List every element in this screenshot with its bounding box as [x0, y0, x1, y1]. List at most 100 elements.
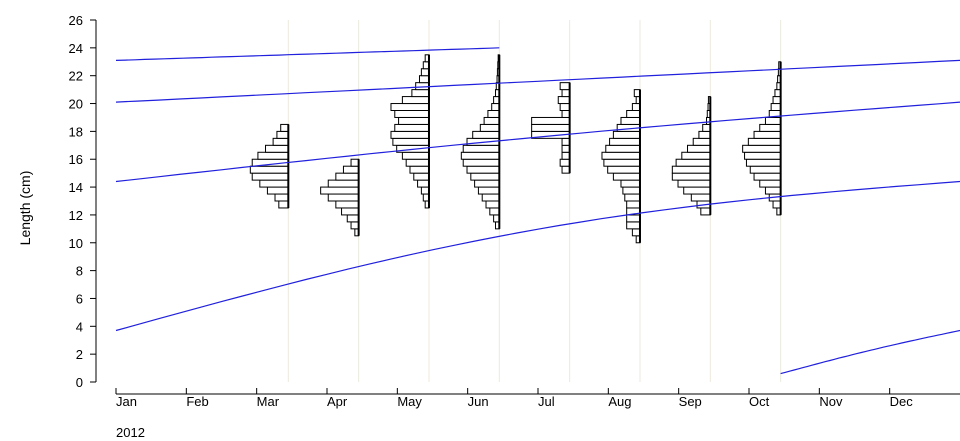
histogram-bar	[531, 123, 571, 132]
histogram-bar	[764, 186, 782, 195]
histogram-bar	[759, 123, 782, 132]
histogram-bar	[764, 116, 782, 125]
histogram-bar	[489, 207, 500, 216]
histogram-bar	[605, 144, 641, 153]
histogram-bar	[394, 123, 430, 132]
histogram-bar	[601, 151, 641, 160]
histogram-bar	[462, 158, 500, 167]
year-label: 2012	[116, 425, 145, 440]
histogram-bar	[626, 221, 641, 230]
histogram-bar	[335, 172, 360, 181]
histogram-bar	[390, 130, 430, 139]
histogram-bar	[753, 172, 782, 181]
x-tick-label: Jun	[468, 394, 489, 409]
histogram-bar	[474, 179, 500, 188]
histogram-bar	[320, 186, 360, 195]
y-tick-label: 22	[69, 69, 83, 84]
y-axis-label: Length (cm)	[17, 171, 33, 246]
histogram-bar	[772, 200, 782, 209]
histogram-bar	[561, 137, 571, 146]
histogram-bar	[607, 165, 641, 174]
x-tick-label: Oct	[749, 394, 770, 409]
histogram-bar	[702, 123, 711, 132]
growth-curve-1	[115, 47, 500, 61]
histogram-bar	[462, 144, 500, 153]
histogram-mar	[249, 123, 290, 209]
histogram-bar	[671, 172, 711, 181]
histogram-bar	[335, 200, 360, 209]
histogram-bar	[466, 165, 500, 174]
histogram-bar	[692, 137, 711, 146]
histogram-jul	[531, 82, 571, 174]
histogram-bar	[491, 103, 500, 111]
growth-curve-2	[115, 59, 960, 103]
histogram-aug	[601, 89, 641, 244]
y-tick-label: 0	[76, 375, 83, 390]
histogram-bar	[612, 130, 641, 139]
axes	[95, 20, 960, 395]
histogram-bar	[631, 228, 641, 237]
histogram-bar	[413, 172, 430, 181]
histogram-bar	[472, 130, 500, 139]
histogram-bar	[561, 110, 571, 118]
histogram-bar	[620, 179, 641, 188]
histogram-bar	[477, 186, 500, 195]
y-tick-label: 16	[69, 152, 83, 167]
y-tick-label: 4	[76, 319, 83, 334]
histogram-bar	[327, 193, 360, 202]
x-tick-label: Jan	[116, 394, 137, 409]
histogram-bar	[624, 193, 641, 202]
histogram-bar	[342, 165, 360, 174]
x-tick-label: Feb	[186, 394, 208, 409]
histogram-bar	[485, 200, 500, 209]
histogram-bar	[401, 96, 430, 105]
y-tick-label: 26	[69, 13, 83, 28]
y-tick-label: 14	[69, 180, 83, 195]
histogram-bar	[249, 165, 289, 174]
histogram-bar	[770, 103, 782, 111]
histogram-bar	[557, 96, 571, 105]
y-tick-label: 12	[69, 208, 83, 223]
histogram-bar	[687, 144, 711, 153]
histogram-bar	[675, 158, 711, 167]
histogram-bar	[417, 179, 430, 188]
histogram-bar	[265, 144, 289, 153]
histogram-bar	[280, 123, 289, 132]
histogram-bar	[772, 96, 782, 105]
x-tick-label: May	[397, 394, 422, 409]
histogram-bar	[401, 151, 430, 160]
histogram-bar	[753, 130, 782, 139]
y-tick-label: 6	[76, 291, 83, 306]
x-tick-label: Aug	[608, 394, 631, 409]
histogram-bar	[700, 207, 711, 216]
y-tick-label: 18	[69, 124, 83, 139]
x-tick-label: Dec	[890, 394, 914, 409]
histogram-bar	[631, 103, 641, 111]
histogram-bar	[609, 137, 641, 146]
x-tick-label: Mar	[257, 394, 280, 409]
growth-curves	[115, 47, 960, 375]
y-tick-label: 8	[76, 264, 83, 279]
y-tick-label: 10	[69, 236, 83, 251]
histogram-bar	[420, 68, 430, 77]
histogram-bar	[559, 103, 571, 111]
y-tick-label: 20	[69, 97, 83, 112]
histogram-bar	[683, 186, 711, 195]
histogram-bar	[603, 158, 641, 167]
histogram-bar	[327, 179, 360, 188]
histogram-bar	[346, 214, 360, 223]
histogram-bar	[626, 200, 641, 209]
x-tick-label: Nov	[819, 394, 843, 409]
histogram-bar	[745, 158, 782, 167]
histogram-bar	[622, 186, 641, 195]
histogram-bar	[409, 165, 430, 174]
histogram-oct	[742, 61, 782, 216]
histogram-bar	[420, 186, 430, 195]
histogram-bar	[681, 151, 711, 160]
histogram-bar	[350, 158, 360, 167]
histogram-bar	[626, 214, 641, 223]
histogram-bar	[483, 116, 500, 125]
histogram-bar	[272, 137, 289, 146]
